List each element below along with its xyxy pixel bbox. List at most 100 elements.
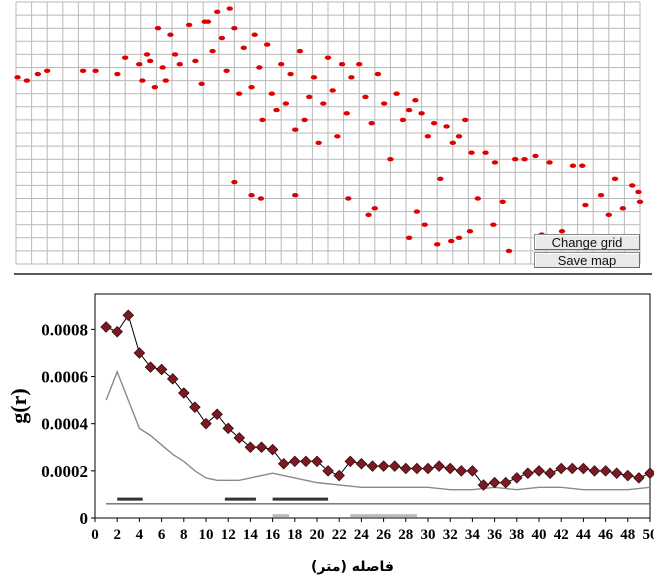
y-tick-label: 0.0004 [41,415,88,434]
map-point [278,62,284,66]
map-point [434,242,440,246]
x-tick-label: 22 [332,527,347,543]
map-point [325,55,331,59]
map-point [521,157,527,161]
map-point [155,26,161,30]
map-point [606,213,612,217]
map-point [456,134,462,138]
map-point [241,46,247,50]
map-point [393,92,399,96]
map-point [629,183,635,187]
map-point [248,85,254,89]
map-point [582,203,588,207]
map-point [362,95,368,99]
x-tick-label: 14 [243,527,259,543]
map-point [264,42,270,46]
map-point [467,229,473,233]
x-tick-label: 16 [265,527,281,543]
map-point [251,33,257,37]
map-point [348,75,354,79]
map-point [273,108,279,112]
map-point [152,85,158,89]
x-tick-label: 38 [509,527,524,543]
map-point [598,193,604,197]
map-point [259,118,265,122]
map-point [209,49,215,53]
map-point [167,33,173,37]
map-point [372,206,378,210]
map-point [437,177,443,181]
map-point [490,223,496,227]
map-point [579,164,585,168]
x-tick-label: 8 [180,527,188,543]
map-point [315,141,321,145]
map-point [186,23,192,27]
map-point [512,157,518,161]
map-point [231,180,237,184]
map-point [546,160,552,164]
map-point [287,72,293,76]
point-map-panel: Change grid Save map [14,0,652,275]
x-tick-label: 28 [398,527,413,543]
map-point [406,236,412,240]
x-tick-label: 42 [554,527,569,543]
map-point [532,154,538,158]
map-point [559,229,565,233]
x-tick-label: 44 [576,527,592,543]
map-point [24,78,30,82]
y-axis-label: g(r) [6,388,31,423]
x-tick-label: 24 [354,527,370,543]
map-point [214,10,220,14]
map-point [136,62,142,66]
map-point [356,62,362,66]
map-point [344,111,350,115]
map-point [44,69,50,73]
save-map-button[interactable]: Save map [534,252,640,268]
map-point [368,121,374,125]
x-tick-label: 30 [421,527,436,543]
map-point [492,160,498,164]
map-point [163,78,169,82]
map-point [311,75,317,79]
map-point [500,200,506,204]
map-point [269,92,275,96]
map-point [219,36,225,40]
x-tick-label: 48 [620,527,635,543]
x-axis-label: فاصله (متر) [311,559,394,575]
map-point [443,124,449,128]
x-tick-label: 10 [199,527,214,543]
x-tick-label: 32 [443,527,458,543]
map-point [231,26,237,30]
y-tick-label: 0 [80,509,89,528]
map-point [35,72,41,76]
map-point [114,72,120,76]
map-point [227,6,233,10]
map-point [292,128,298,132]
map-point [139,78,145,82]
change-grid-button[interactable]: Change grid [534,234,640,250]
map-point [14,75,20,79]
map-point [612,177,618,181]
plot-area [95,294,650,518]
map-point [620,206,626,210]
map-point [468,150,474,154]
map-point [414,209,420,213]
map-point [637,200,643,204]
map-point [283,101,289,105]
map-point [223,69,229,73]
map-point [412,98,418,102]
map-point [431,121,437,125]
map-point [292,193,298,197]
map-point [462,118,468,122]
map-point [144,52,150,56]
x-tick-label: 4 [136,527,144,543]
map-point [122,55,128,59]
map-point [339,62,345,66]
y-tick-label: 0.0006 [41,368,88,387]
map-point [159,65,165,69]
map-point [387,157,393,161]
map-point [147,59,153,63]
map-point [192,59,198,63]
map-point [482,150,488,154]
